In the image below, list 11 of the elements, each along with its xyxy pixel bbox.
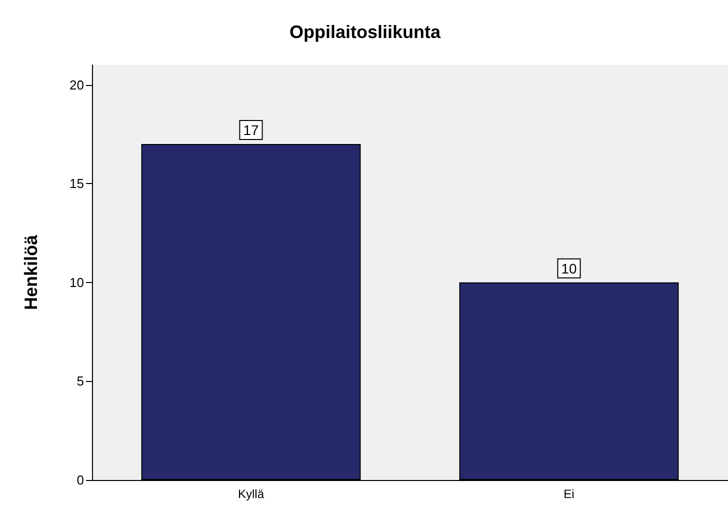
chart-title: Oppilaitosliikunta	[289, 22, 442, 42]
data-label: 17	[243, 122, 259, 138]
x-tick-label: Kyllä	[238, 487, 264, 501]
x-tick-label: Ei	[564, 487, 574, 501]
y-tick-label: 0	[76, 472, 84, 488]
y-axis-title: Henkilöä	[21, 234, 41, 310]
y-tick-label: 15	[70, 176, 84, 192]
y-tick-label: 10	[70, 274, 84, 290]
y-tick-label: 20	[70, 77, 84, 92]
data-label: 10	[561, 260, 577, 276]
y-tick-label: 5	[76, 374, 84, 389]
